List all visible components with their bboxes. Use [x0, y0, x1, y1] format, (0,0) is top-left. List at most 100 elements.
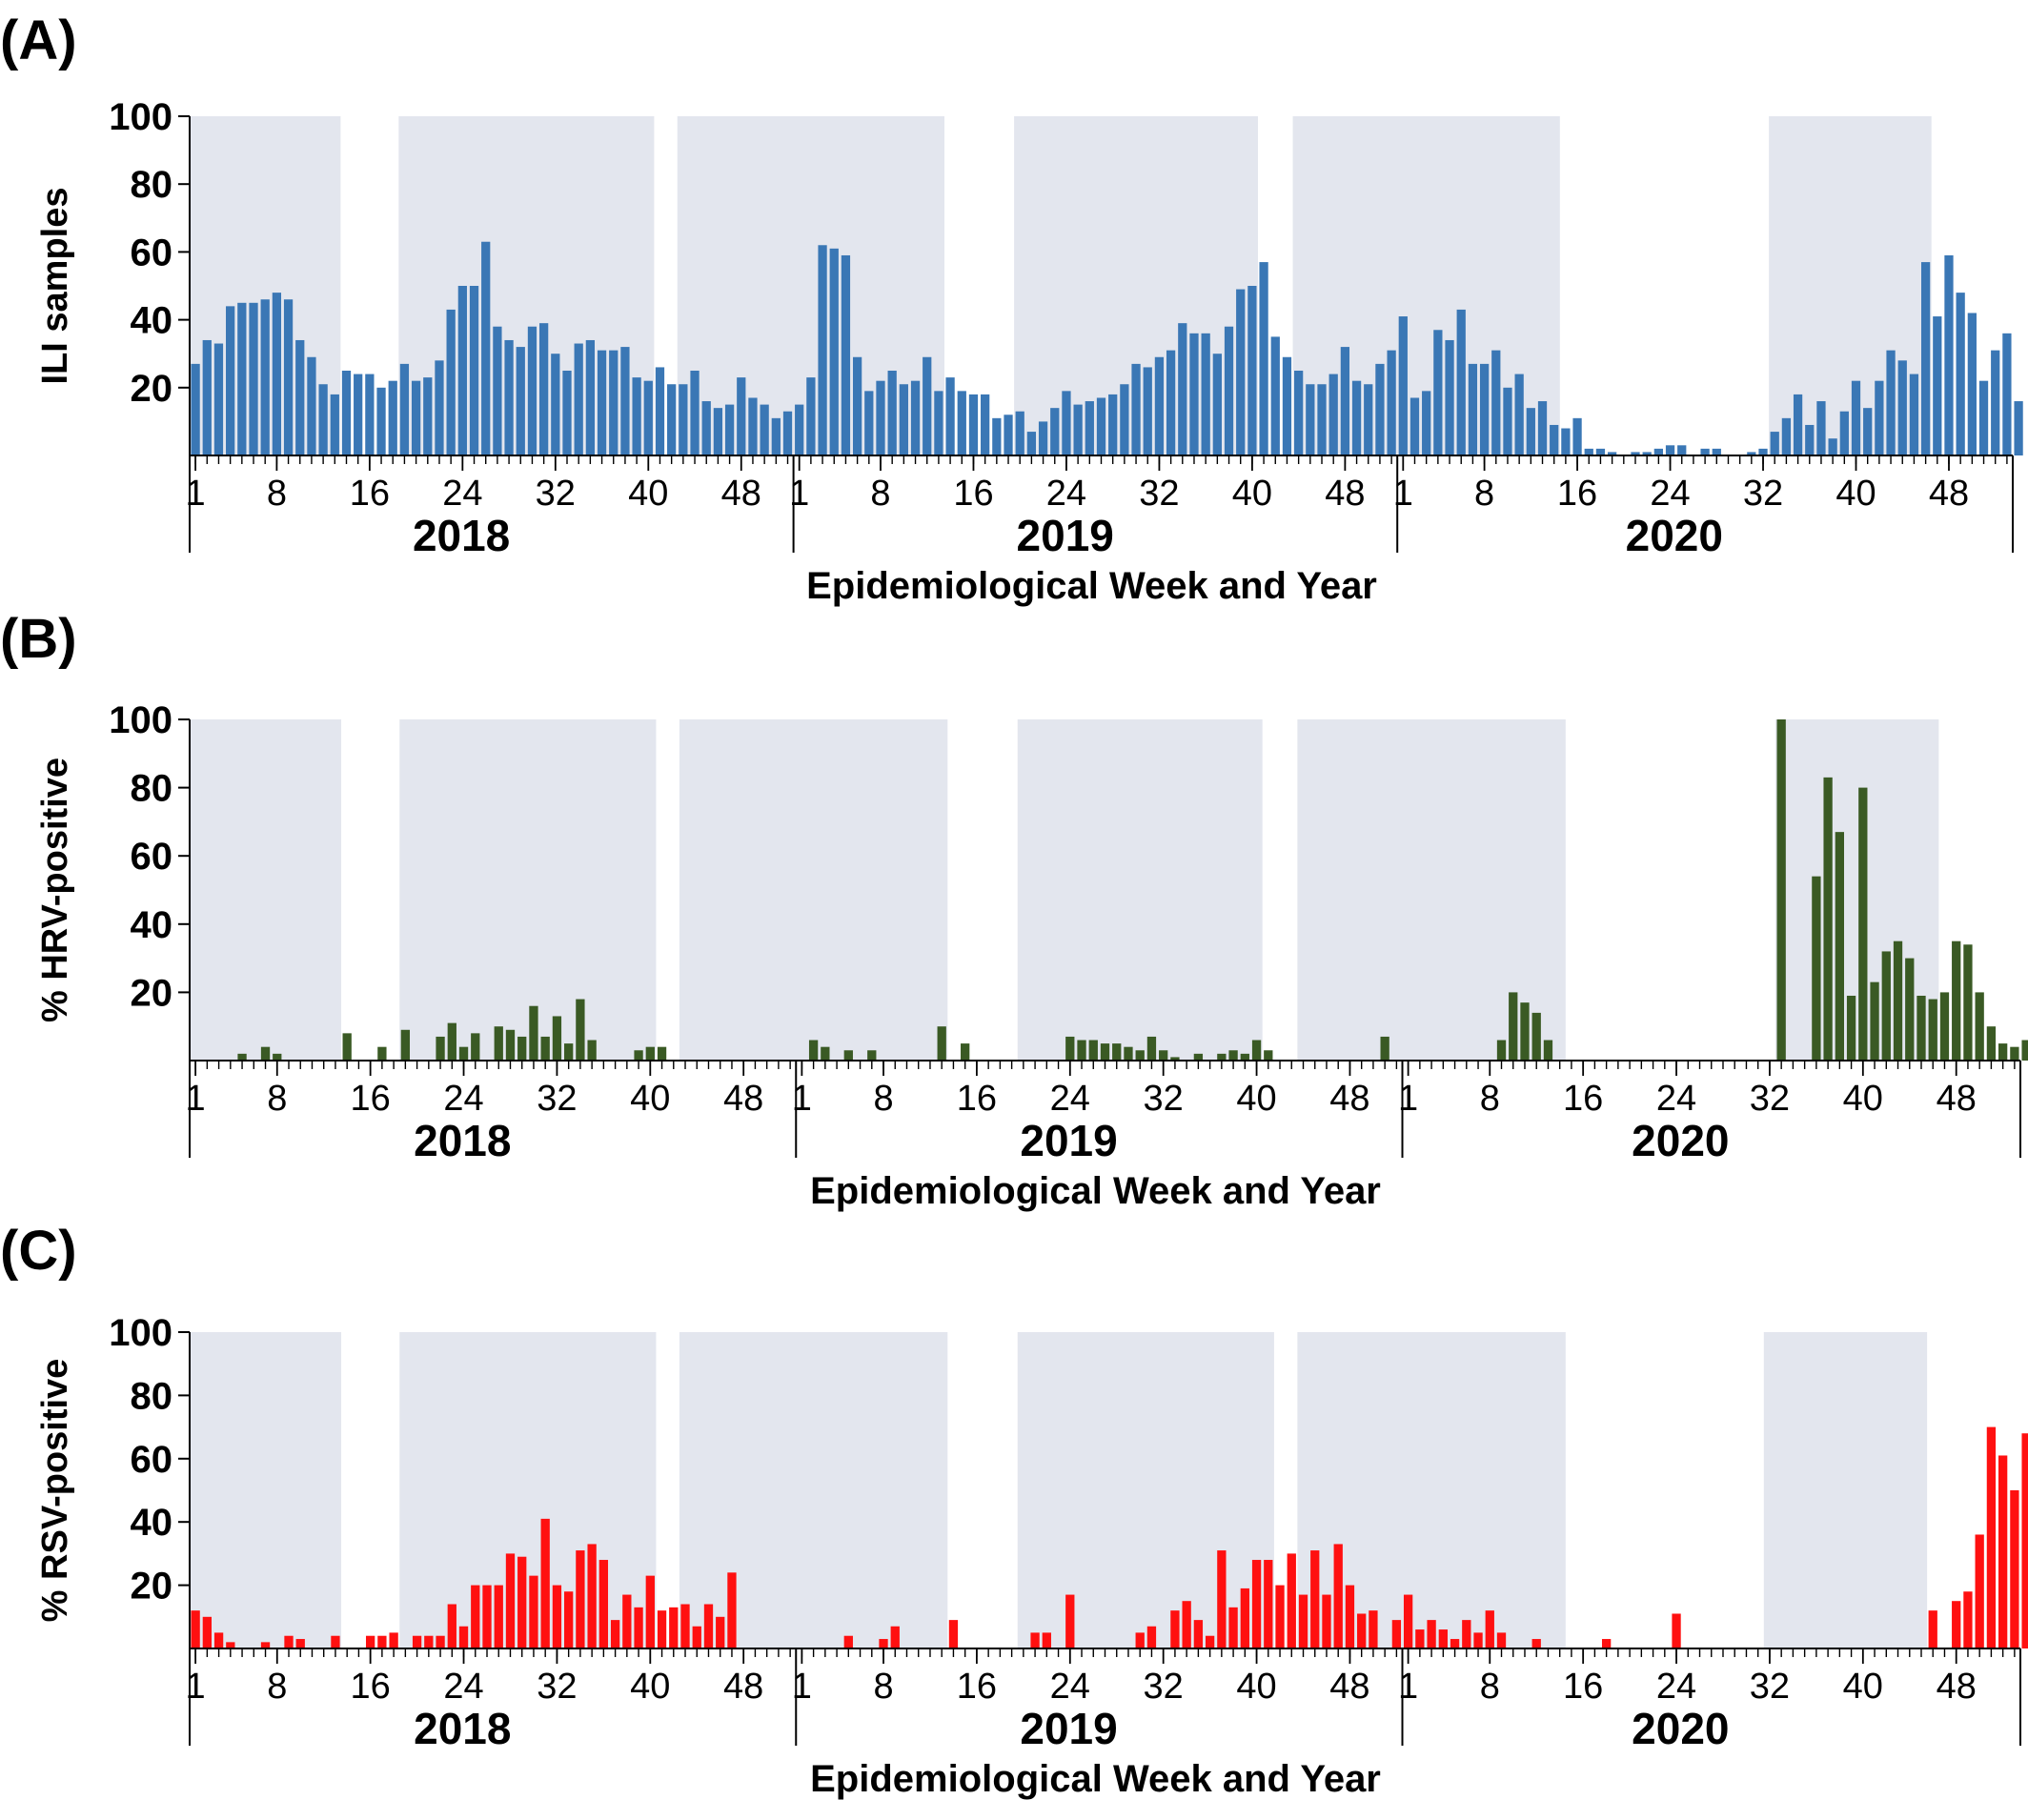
bar [634, 1607, 643, 1648]
x-tick-label: 40 [1236, 1667, 1276, 1707]
bar [388, 380, 397, 455]
bar [609, 350, 619, 455]
bar [1170, 1610, 1180, 1648]
y-tick-label: 20 [131, 972, 173, 1014]
bar [249, 302, 258, 455]
bar [1391, 1620, 1402, 1648]
bar [1189, 333, 1199, 455]
bar [910, 380, 921, 455]
bar [1653, 448, 1663, 455]
year-label: 2019 [1017, 511, 1114, 560]
season-shading [1769, 116, 1932, 455]
bar [213, 343, 224, 455]
bar [981, 394, 990, 455]
bar [795, 404, 804, 455]
season-shading [1017, 719, 1263, 1061]
bar [1247, 286, 1257, 455]
bar [1240, 1053, 1249, 1061]
bar [692, 1626, 701, 1648]
bar [318, 384, 328, 455]
bar [937, 1026, 946, 1061]
x-tick-label: 8 [1480, 1667, 1500, 1707]
bar [1952, 1601, 1961, 1648]
bar [1805, 424, 1815, 455]
bar [1340, 347, 1350, 455]
bar [934, 391, 943, 455]
x-tick-label: 16 [953, 474, 993, 514]
season-shading [1763, 1332, 1928, 1648]
bar [1916, 995, 1926, 1061]
bar [1270, 336, 1280, 455]
bar [1065, 1036, 1075, 1061]
bar [1875, 380, 1884, 455]
bar [1468, 363, 1478, 455]
bar [1812, 876, 1821, 1061]
bar [843, 1050, 853, 1061]
x-tick-label: 48 [1937, 1667, 1977, 1707]
bar [1816, 401, 1826, 455]
bar [1264, 1050, 1273, 1061]
bar [1170, 1057, 1180, 1061]
bar [669, 1607, 679, 1648]
bar [1317, 384, 1327, 455]
y-tick-label: 80 [131, 768, 173, 810]
bar [504, 339, 514, 455]
bar [1920, 262, 1931, 455]
x-tick-label: 24 [1656, 1079, 1696, 1119]
y-tick-label: 80 [131, 164, 173, 206]
x-tick-label: 8 [267, 1667, 287, 1707]
bar [331, 1635, 340, 1648]
x-axis-label: Epidemiological Week and Year [810, 1170, 1381, 1212]
x-tick-label: 8 [267, 474, 287, 514]
bar [841, 254, 851, 455]
bar [1998, 1455, 2008, 1648]
bar [1217, 1053, 1227, 1061]
season-shading [1017, 1332, 1274, 1648]
bar [760, 404, 769, 455]
x-tick-label: 48 [721, 474, 761, 514]
bar [469, 286, 479, 455]
bar [1073, 404, 1083, 455]
bar [1306, 384, 1315, 455]
bar [1112, 1043, 1122, 1061]
bar [634, 1050, 643, 1061]
bar [1781, 417, 1792, 455]
bar [494, 1026, 503, 1061]
bar [574, 343, 583, 455]
bar [1537, 401, 1548, 455]
bar [1433, 330, 1443, 455]
bar [1357, 1613, 1367, 1648]
bar [1963, 1591, 1973, 1648]
bar [597, 350, 607, 455]
x-tick-label: 16 [957, 1079, 997, 1119]
bar [1846, 995, 1856, 1061]
bar [1509, 992, 1518, 1061]
bar [260, 1046, 271, 1061]
bar [330, 394, 339, 455]
bar [458, 1626, 469, 1648]
x-tick-label: 48 [1329, 1079, 1369, 1119]
bar [1881, 951, 1891, 1061]
bar [1933, 316, 1942, 455]
season-shading [190, 1332, 342, 1648]
x-axis-label: Epidemiological Week and Year [806, 565, 1377, 607]
bar [690, 371, 700, 455]
year-label: 2018 [414, 1704, 511, 1753]
bar [610, 1620, 620, 1648]
bar [643, 380, 653, 455]
bar [852, 356, 862, 455]
x-tick-label: 32 [1144, 1079, 1184, 1119]
bar [632, 377, 641, 455]
season-shading [679, 719, 948, 1061]
bar [307, 356, 316, 455]
season-shading [190, 719, 342, 1061]
x-tick-label: 8 [1480, 1079, 1500, 1119]
bar [713, 408, 723, 455]
bar [923, 356, 932, 455]
bar [879, 1639, 888, 1648]
x-tick-label: 40 [1835, 474, 1876, 514]
bar [1100, 1043, 1110, 1061]
x-tick-label: 1 [792, 1079, 812, 1119]
x-tick-label: 48 [1325, 474, 1365, 514]
x-tick-label: 8 [267, 1079, 287, 1119]
